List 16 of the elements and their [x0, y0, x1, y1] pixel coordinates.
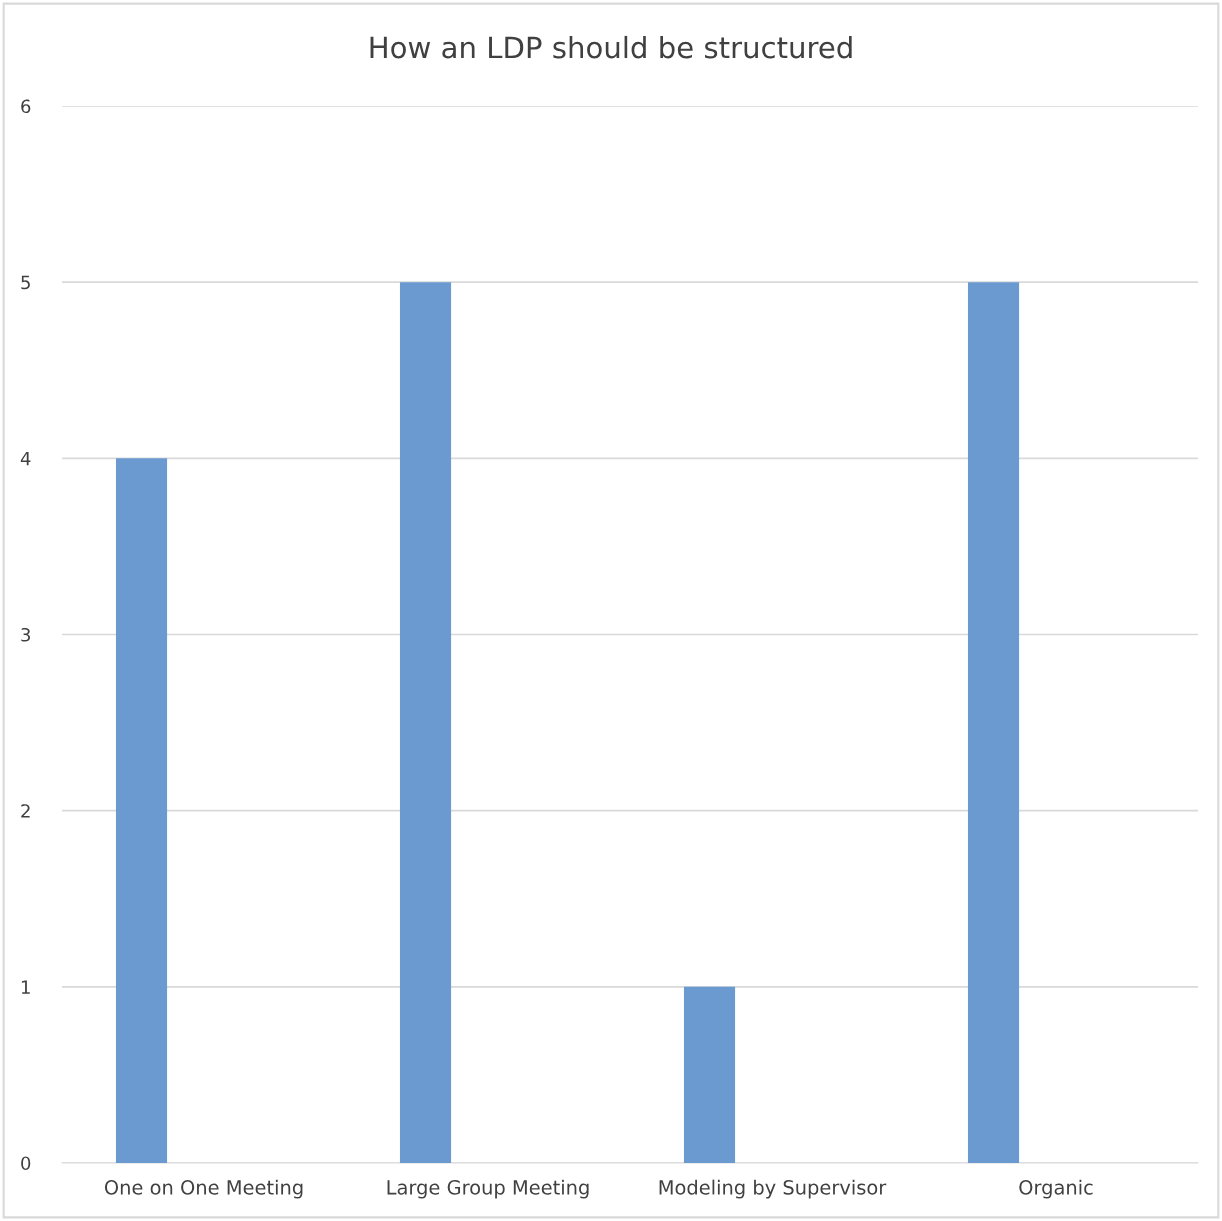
y-tick-label: 5	[21, 275, 30, 290]
y-tick-label: 1	[21, 980, 30, 994]
x-tick-label: One on One Meeting	[104, 1179, 303, 1199]
bar	[115, 458, 168, 1163]
bar	[399, 282, 452, 1163]
chart-title: How an LDP should be structured	[370, 35, 852, 59]
bar	[683, 986, 736, 1163]
y-tick-label: 2	[21, 804, 30, 818]
y-tick-label: 3	[21, 627, 30, 642]
y-tick-label: 6	[21, 99, 31, 114]
bar	[967, 282, 1020, 1163]
x-tick-label: Large Group Meeting	[387, 1179, 589, 1199]
x-tick-label: Organic	[1019, 1179, 1093, 1199]
y-tick-label: 0	[21, 1156, 31, 1171]
y-tick-label: 4	[20, 452, 31, 466]
x-tick-label: Modeling by Supervisor	[659, 1179, 887, 1199]
